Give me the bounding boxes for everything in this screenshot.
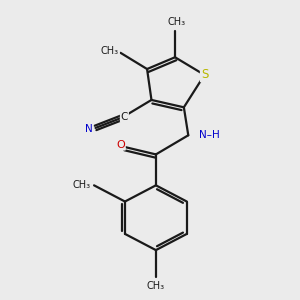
- Text: CH₃: CH₃: [147, 281, 165, 291]
- Text: CH₃: CH₃: [167, 17, 186, 27]
- Text: N: N: [85, 124, 93, 134]
- Text: N–H: N–H: [200, 130, 220, 140]
- Text: CH₃: CH₃: [101, 46, 119, 56]
- Text: CH₃: CH₃: [72, 180, 91, 190]
- Text: S: S: [201, 68, 208, 81]
- Text: O: O: [116, 140, 125, 150]
- Text: C: C: [121, 112, 128, 122]
